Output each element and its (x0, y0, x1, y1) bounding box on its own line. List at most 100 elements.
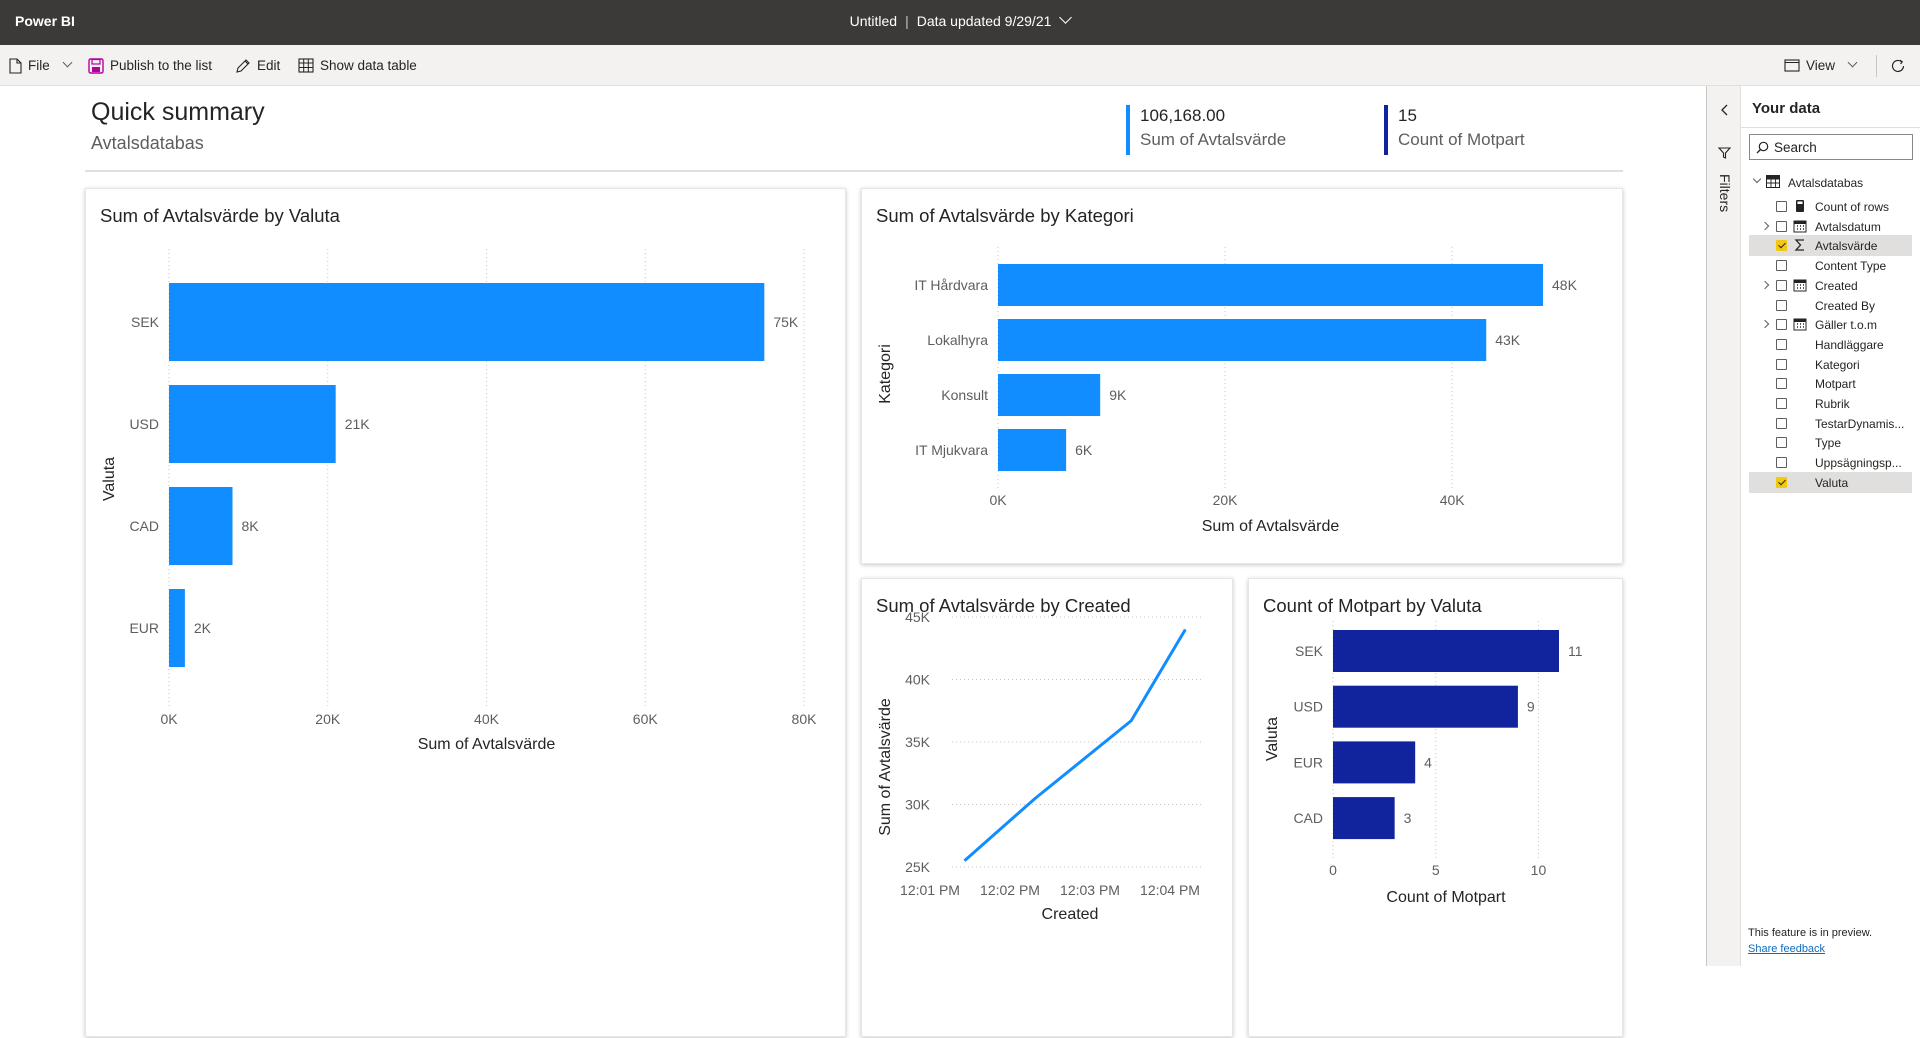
title-bar: Power BI Untitled|Data updated 9/29/21 (0, 0, 1920, 45)
data-label: 21K (345, 416, 371, 432)
tree-table-avtalsdatabas[interactable]: Avtalsdatabas (1749, 174, 1912, 192)
field-name: Avtalsvärde (1815, 239, 1911, 253)
field-name: Motpart (1815, 377, 1911, 391)
chevron-right-icon[interactable] (1761, 281, 1769, 289)
field-name: Content Type (1815, 259, 1911, 273)
chevron-left-icon[interactable] (1720, 104, 1729, 116)
bar (169, 283, 764, 361)
field-item[interactable]: Uppsägningsp... (1749, 452, 1912, 473)
field-checkbox[interactable] (1776, 260, 1787, 271)
field-item[interactable]: Rubrik (1749, 393, 1912, 414)
refresh-icon (1890, 58, 1906, 74)
field-item[interactable]: Motpart (1749, 373, 1912, 394)
x-tick-label: 20K (315, 711, 341, 727)
field-checkbox[interactable] (1776, 477, 1787, 488)
bar (169, 589, 185, 667)
field-name: Gäller t.o.m (1815, 318, 1911, 332)
y-tick-label: 25K (905, 859, 931, 875)
field-item[interactable]: Created (1749, 275, 1912, 296)
field-item[interactable]: Type (1749, 432, 1912, 453)
data-label: 6K (1075, 442, 1093, 458)
field-item[interactable]: Avtalsdatum (1749, 216, 1912, 237)
field-checkbox[interactable] (1776, 319, 1787, 330)
kpi-label: Sum of Avtalsvärde (1140, 127, 1286, 153)
category-label: CAD (129, 518, 159, 534)
field-name: TestarDynamis... (1815, 417, 1911, 431)
field-item[interactable]: Created By (1749, 295, 1912, 316)
data-label: 9 (1527, 699, 1535, 715)
file-menu-button[interactable]: File (9, 45, 71, 86)
bar (998, 264, 1543, 306)
field-checkbox[interactable] (1776, 339, 1787, 350)
search-input[interactable]: Search (1749, 134, 1913, 160)
filters-pane[interactable]: Filters (1706, 86, 1740, 966)
share-feedback-link[interactable]: Share feedback (1748, 943, 1825, 955)
field-item[interactable]: Avtalsvärde (1749, 235, 1912, 256)
field-checkbox[interactable] (1776, 240, 1787, 251)
refresh-button[interactable] (1890, 45, 1906, 86)
field-item[interactable]: Handläggare (1749, 334, 1912, 355)
data-label: 11 (1568, 643, 1583, 659)
field-checkbox[interactable] (1776, 280, 1787, 291)
table-icon (1766, 175, 1780, 188)
publish-button[interactable]: Publish to the list (88, 45, 212, 86)
filters-label: Filters (1717, 174, 1733, 212)
field-checkbox[interactable] (1776, 201, 1787, 212)
field-checkbox[interactable] (1776, 378, 1787, 389)
category-label: CAD (1293, 810, 1323, 826)
view-menu-button[interactable]: View (1784, 45, 1856, 86)
calendar-icon (1793, 317, 1807, 331)
field-item[interactable]: Count of rows (1749, 196, 1912, 217)
field-item[interactable]: Kategori (1749, 354, 1912, 375)
x-tick-label: 10 (1531, 862, 1547, 878)
y-axis-title: Kategori (877, 344, 894, 404)
chevron-down-icon[interactable] (1060, 11, 1073, 24)
y-axis-title: Valuta (101, 457, 118, 501)
field-name: Count of rows (1815, 200, 1911, 214)
field-checkbox[interactable] (1776, 398, 1787, 409)
x-tick-label: 5 (1432, 862, 1440, 878)
field-checkbox[interactable] (1776, 437, 1787, 448)
series-line (965, 630, 1186, 861)
field-item[interactable]: Content Type (1749, 255, 1912, 276)
chevron-right-icon[interactable] (1761, 320, 1769, 328)
y-axis-title: Valuta (1264, 717, 1281, 761)
table-name: Avtalsdatabas (1788, 176, 1863, 190)
report-canvas: Quick summary Avtalsdatabas 106,168.00 S… (0, 86, 1706, 966)
show-data-table-button[interactable]: Show data table (298, 45, 417, 86)
data-pane-title: Your data (1752, 100, 1820, 117)
kpi-label: Count of Motpart (1398, 127, 1525, 153)
pencil-icon (235, 58, 251, 74)
edit-button[interactable]: Edit (235, 45, 280, 86)
kpi-card-sum-avtalsvarde[interactable]: 106,168.00 Sum of Avtalsvärde (1126, 105, 1286, 153)
field-checkbox[interactable] (1776, 300, 1787, 311)
data-label: 9K (1109, 387, 1127, 403)
field-item[interactable]: Valuta (1749, 472, 1912, 493)
chevron-right-icon[interactable] (1761, 221, 1769, 229)
show-data-table-label: Show data table (320, 58, 417, 73)
chevron-down-icon[interactable] (1753, 175, 1761, 183)
page-title: Quick summary (91, 98, 265, 127)
field-checkbox[interactable] (1776, 221, 1787, 232)
x-tick-label: 40K (1440, 492, 1466, 508)
kpi-card-count-motpart[interactable]: 15 Count of Motpart (1384, 105, 1525, 153)
field-checkbox[interactable] (1776, 418, 1787, 429)
x-tick-label: 0 (1329, 862, 1337, 878)
bar (1333, 741, 1415, 783)
field-checkbox[interactable] (1776, 457, 1787, 468)
field-checkbox[interactable] (1776, 359, 1787, 370)
x-tick-label: 0K (160, 711, 178, 727)
field-item[interactable]: Gäller t.o.m (1749, 314, 1912, 335)
field-item[interactable]: TestarDynamis... (1749, 413, 1912, 434)
document-title-area[interactable]: Untitled|Data updated 9/29/21 (0, 13, 1920, 29)
category-label: SEK (1295, 643, 1324, 659)
calculator-icon (1793, 199, 1807, 213)
data-pane: Your data Search Avtalsdatabas Count of … (1740, 86, 1920, 966)
x-axis-title: Count of Motpart (1386, 889, 1506, 906)
data-label: 3 (1404, 810, 1412, 826)
